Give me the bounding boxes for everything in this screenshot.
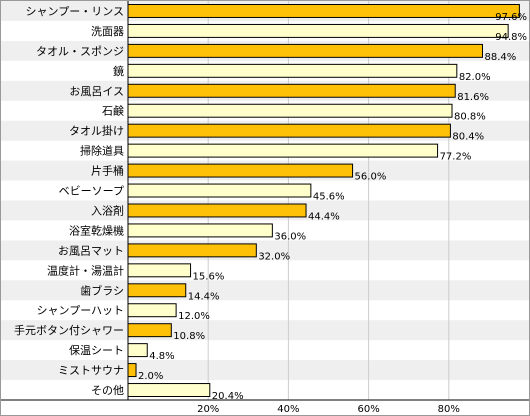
category-label: 保温シート: [69, 343, 124, 357]
bar: [127, 323, 172, 338]
bar: [127, 163, 354, 178]
bar: [127, 23, 509, 38]
value-label: 12.0%: [178, 311, 210, 322]
value-label: 81.6%: [457, 92, 489, 103]
category-label: 片手桶: [91, 164, 124, 178]
value-label: 94.8%: [495, 32, 527, 43]
category-label: 歯ブラシ: [80, 283, 124, 297]
category-label: 温度計・湯温計: [47, 263, 124, 277]
category-label: 入浴剤: [91, 203, 124, 217]
value-label: 10.8%: [173, 331, 205, 342]
value-label: 82.0%: [459, 72, 491, 83]
category-label: タオル・スポンジ: [36, 45, 124, 58]
value-label: 80.4%: [452, 132, 484, 143]
value-label: 77.2%: [440, 152, 472, 163]
category-label: 石鹸: [102, 104, 124, 118]
bar: [127, 4, 520, 18]
x-tick-label: 60%: [357, 404, 379, 415]
bar: [127, 223, 273, 238]
category-label: タオル掛け: [69, 124, 124, 138]
category-label: 掃除道具: [80, 144, 124, 158]
bar: [127, 143, 439, 158]
value-label: 56.0%: [355, 172, 387, 183]
category-label: お風呂イス: [69, 85, 124, 98]
x-tick-label: 40%: [277, 404, 299, 415]
value-label: 45.6%: [313, 192, 345, 203]
bar: [127, 243, 257, 258]
bar: [127, 263, 192, 278]
bar: [127, 363, 137, 378]
bar: [127, 63, 458, 78]
x-tick-label: 20%: [197, 404, 219, 415]
category-label: お風呂マット: [58, 244, 124, 257]
value-label: 32.0%: [258, 251, 290, 262]
value-label: 14.4%: [188, 291, 220, 302]
bar: [127, 83, 456, 98]
category-label: その他: [91, 384, 124, 397]
bar: [127, 103, 453, 118]
value-label: 88.4%: [484, 52, 516, 63]
bar: [127, 123, 451, 138]
value-label: 4.8%: [149, 351, 174, 362]
category-label: 手元ボタン付シャワー: [14, 323, 124, 337]
value-label: 20.4%: [212, 391, 244, 402]
value-label: 97.6%: [495, 12, 527, 23]
category-label: ミストサウナ: [58, 364, 124, 377]
bar: [127, 343, 148, 358]
value-label: 80.8%: [454, 112, 486, 123]
value-label: 44.4%: [308, 211, 340, 222]
bar: [127, 283, 187, 298]
category-label: 洗面器: [91, 25, 124, 38]
bar: [127, 183, 312, 198]
bar: [127, 383, 211, 397]
category-label: シャンプーハット: [37, 304, 124, 317]
category-label: 浴室乾燥機: [69, 223, 124, 237]
value-label: 15.6%: [193, 271, 225, 282]
value-label: 2.0%: [138, 371, 163, 382]
bar: [127, 43, 483, 58]
bar: [127, 203, 307, 218]
category-label: シャンプー・リンス: [26, 5, 124, 18]
bar: [127, 303, 177, 318]
x-tick-label: 80%: [438, 404, 460, 415]
category-label: 鏡: [113, 64, 124, 78]
category-label: ベビーソープ: [59, 185, 124, 198]
value-label: 36.0%: [274, 231, 306, 242]
